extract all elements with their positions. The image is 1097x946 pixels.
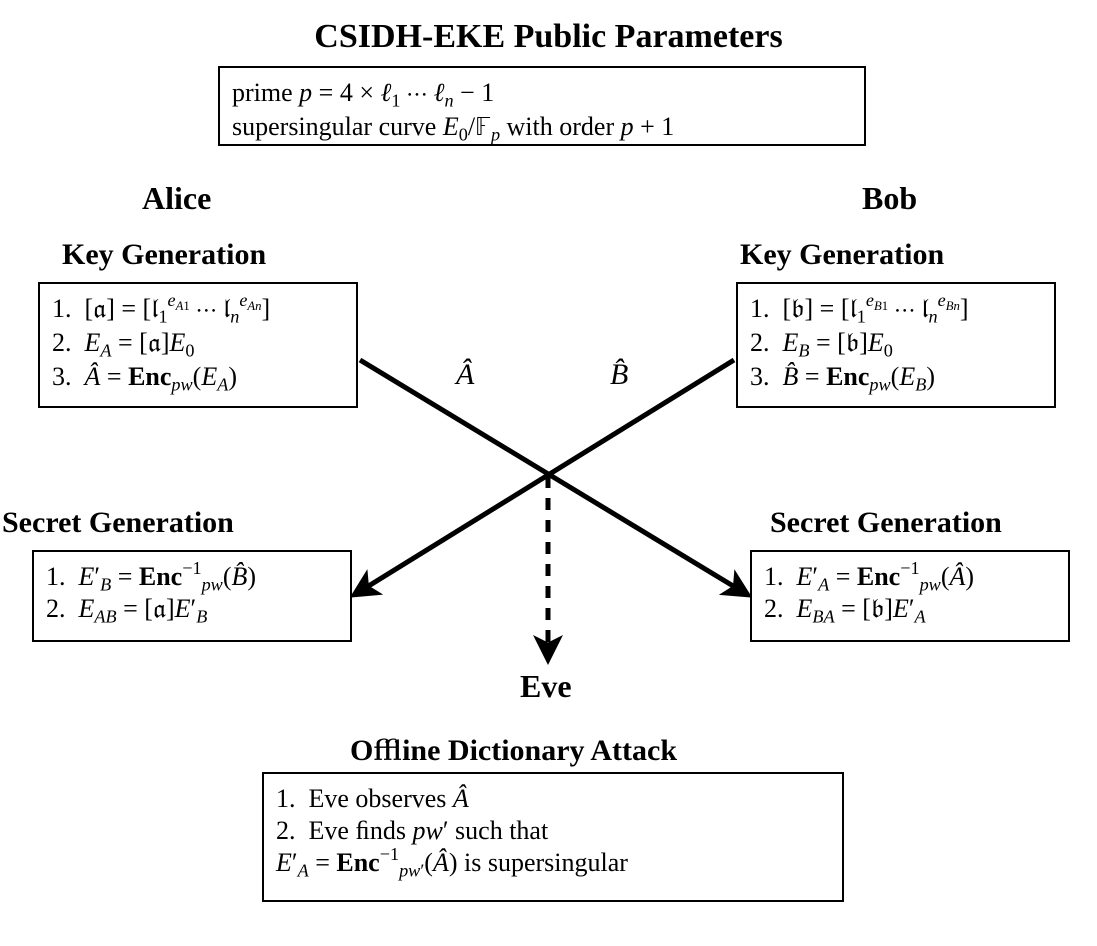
bob-keygen-box: 1. [𝔟] = [𝔩1eB1 ⋯ 𝔩neBn] 2. EB = [𝔟]E0 3… bbox=[736, 282, 1056, 408]
bob-secret-box: 1. E′A = Enc−1pw(Â) 2. EBA = [𝔟]E′A bbox=[750, 550, 1070, 642]
alice-secret-title: Secret Generation bbox=[2, 506, 234, 540]
bob-kg-1: 1. [𝔟] = [𝔩1eB1 ⋯ 𝔩neBn] bbox=[750, 294, 1042, 326]
page-title: CSIDH-EKE Public Parameters bbox=[0, 18, 1097, 56]
public-params-box: prime p = 4 × ℓ1 ⋯ ℓn − 1 supersingular … bbox=[218, 66, 866, 146]
param-line-2: supersingular curve E0/𝔽p with order p +… bbox=[232, 112, 852, 144]
bob-secret-title: Secret Generation bbox=[770, 506, 1002, 540]
alice-secret-box: 1. E′B = Enc−1pw(B̂) 2. EAB = [𝔞]E′B bbox=[32, 550, 352, 642]
bob-name: Bob bbox=[862, 180, 917, 217]
alice-sg-1: 1. E′B = Enc−1pw(B̂) bbox=[46, 562, 338, 592]
msg-b-hat: B̂ bbox=[610, 358, 628, 392]
alice-kg-3: 3. Â = Encpw(EA) bbox=[52, 362, 344, 392]
alice-keygen-box: 1. [𝔞] = [𝔩1eA1 ⋯ 𝔩neAn] 2. EA = [𝔞]E0 3… bbox=[38, 282, 358, 408]
bob-keygen-title: Key Generation bbox=[740, 238, 944, 272]
attack-2: 2. Eve ﬁnds pw′ such that bbox=[276, 816, 830, 846]
msg-a-hat: Â bbox=[456, 358, 474, 392]
alice-kg-1: 1. [𝔞] = [𝔩1eA1 ⋯ 𝔩neAn] bbox=[52, 294, 344, 326]
alice-kg-2: 2. EA = [𝔞]E0 bbox=[52, 328, 344, 360]
param-line-1: prime p = 4 × ℓ1 ⋯ ℓn − 1 bbox=[232, 78, 852, 110]
title-text: CSIDH-EKE Public Parameters bbox=[314, 18, 782, 55]
bob-sg-1: 1. E′A = Enc−1pw(Â) bbox=[764, 562, 1056, 592]
bob-kg-2: 2. EB = [𝔟]E0 bbox=[750, 328, 1042, 360]
arrow-alice-to-bob bbox=[360, 360, 748, 595]
bob-sg-2: 2. EBA = [𝔟]E′A bbox=[764, 594, 1056, 626]
alice-sg-2: 2. EAB = [𝔞]E′B bbox=[46, 594, 338, 626]
arrow-bob-to-alice bbox=[354, 360, 734, 595]
attack-3: E′A = Enc−1pw′(Â) is supersingular bbox=[276, 848, 830, 878]
alice-name: Alice bbox=[142, 180, 211, 217]
attack-box: 1. Eve observes Â 2. Eve ﬁnds pw′ such t… bbox=[262, 772, 844, 902]
eve-name: Eve bbox=[520, 668, 572, 705]
alice-keygen-title: Key Generation bbox=[62, 238, 266, 272]
bob-kg-3: 3. B̂ = Encpw(EB) bbox=[750, 362, 1042, 392]
attack-title: Oﬄine Dictionary Attack bbox=[350, 726, 677, 769]
attack-1: 1. Eve observes Â bbox=[276, 784, 830, 814]
